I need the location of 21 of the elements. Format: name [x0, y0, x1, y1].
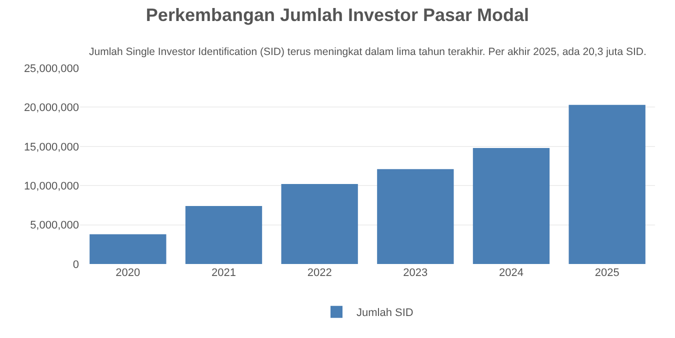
bar	[568, 104, 646, 264]
y-tick-label: 5,000,000	[30, 220, 79, 232]
x-tick-label: 2023	[403, 267, 428, 279]
x-tick-label: 2025	[594, 267, 620, 279]
bar	[472, 148, 550, 264]
y-tick-label: 0	[72, 258, 79, 271]
y-tick-label: 20,000,000	[24, 102, 79, 114]
bar	[281, 184, 358, 264]
y-tick-label: 25,000,000	[24, 62, 79, 75]
bar	[377, 169, 454, 264]
bar	[185, 206, 262, 264]
x-tick-label: 2020	[116, 267, 140, 279]
x-tick-label: 2024	[499, 267, 524, 279]
chart-subtitle: Jumlah Single Investor Identification (SID) terus meningkat dalam lima tahun terakhir. Per akhir 2025, ada 20,3 juta SID.	[89, 46, 646, 58]
bar	[90, 234, 166, 264]
y-tick-label: 15,000,000	[24, 141, 79, 154]
x-tick-label: 2022	[307, 267, 332, 279]
x-tick-label: 2021	[212, 267, 236, 279]
chart-title: Perkembangan Jumlah Investor Pasar Modal	[146, 5, 530, 26]
legend-label: Jumlah SID	[356, 307, 414, 320]
y-tick-label: 10,000,000	[24, 180, 79, 192]
